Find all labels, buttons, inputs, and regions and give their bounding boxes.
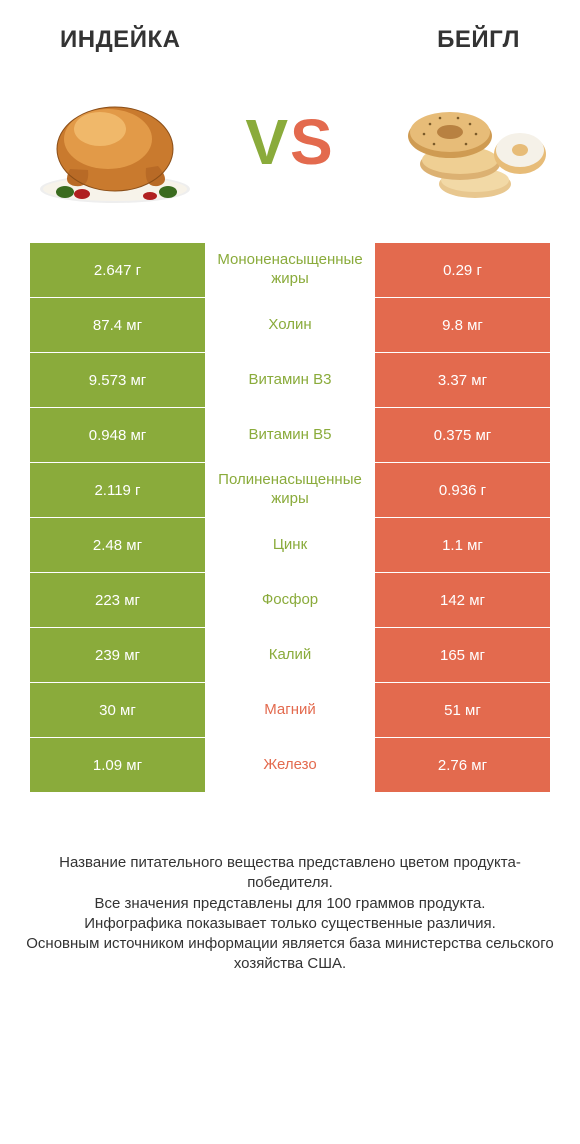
right-food-title: БЕЙГЛ (437, 26, 520, 54)
cell-nutrient-label: Железо (205, 738, 375, 792)
cell-nutrient-label: Полиненасыщенные жиры (205, 463, 375, 517)
table-row: 9.573 мгВитамин B33.37 мг (30, 353, 550, 408)
cell-right-value: 1.1 мг (375, 518, 550, 572)
footer-line-1: Название питательного вещества представл… (22, 853, 558, 894)
nutrient-table: 2.647 гМононенасыщенные жиры0.29 г87.4 м… (30, 243, 550, 793)
turkey-image (30, 74, 200, 209)
cell-left-value: 9.573 мг (30, 353, 205, 407)
table-row: 2.48 мгЦинк1.1 мг (30, 518, 550, 573)
cell-right-value: 9.8 мг (375, 298, 550, 352)
cell-left-value: 239 мг (30, 628, 205, 682)
cell-right-value: 0.29 г (375, 243, 550, 297)
table-row: 87.4 мгХолин9.8 мг (30, 298, 550, 353)
table-row: 2.119 гПолиненасыщенные жиры0.936 г (30, 463, 550, 518)
cell-left-value: 2.647 г (30, 243, 205, 297)
cell-left-value: 2.119 г (30, 463, 205, 517)
cell-left-value: 87.4 мг (30, 298, 205, 352)
cell-nutrient-label: Фосфор (205, 573, 375, 627)
footer-line-2: Все значения представлены для 100 граммо… (22, 894, 558, 914)
cell-nutrient-label: Холин (205, 298, 375, 352)
cell-nutrient-label: Витамин B5 (205, 408, 375, 462)
cell-right-value: 0.375 мг (375, 408, 550, 462)
table-row: 0.948 мгВитамин B50.375 мг (30, 408, 550, 463)
cell-right-value: 142 мг (375, 573, 550, 627)
vs-label: VS (245, 105, 334, 179)
cell-nutrient-label: Мононенасыщенные жиры (205, 243, 375, 297)
cell-right-value: 51 мг (375, 683, 550, 737)
cell-left-value: 30 мг (30, 683, 205, 737)
cell-nutrient-label: Цинк (205, 518, 375, 572)
cell-right-value: 3.37 мг (375, 353, 550, 407)
footer-line-3: Инфографика показывает только существенн… (22, 914, 558, 934)
table-row: 30 мгМагний51 мг (30, 683, 550, 738)
vs-s-letter: S (290, 106, 335, 178)
table-row: 2.647 гМононенасыщенные жиры0.29 г (30, 243, 550, 298)
cell-right-value: 2.76 мг (375, 738, 550, 792)
vs-row: VS (0, 64, 580, 243)
table-row: 1.09 мгЖелезо2.76 мг (30, 738, 550, 793)
left-food-title: ИНДЕЙКА (60, 26, 180, 54)
cell-left-value: 223 мг (30, 573, 205, 627)
cell-nutrient-label: Магний (205, 683, 375, 737)
cell-left-value: 1.09 мг (30, 738, 205, 792)
bagel-image (380, 74, 550, 209)
cell-right-value: 0.936 г (375, 463, 550, 517)
vs-v-letter: V (245, 106, 290, 178)
footer-line-4: Основным источником информации является … (22, 934, 558, 975)
footer-notes: Название питательного вещества представл… (0, 793, 580, 975)
cell-right-value: 165 мг (375, 628, 550, 682)
table-row: 239 мгКалий165 мг (30, 628, 550, 683)
cell-nutrient-label: Калий (205, 628, 375, 682)
header: ИНДЕЙКА БЕЙГЛ (0, 0, 580, 64)
table-row: 223 мгФосфор142 мг (30, 573, 550, 628)
cell-left-value: 2.48 мг (30, 518, 205, 572)
cell-left-value: 0.948 мг (30, 408, 205, 462)
cell-nutrient-label: Витамин B3 (205, 353, 375, 407)
